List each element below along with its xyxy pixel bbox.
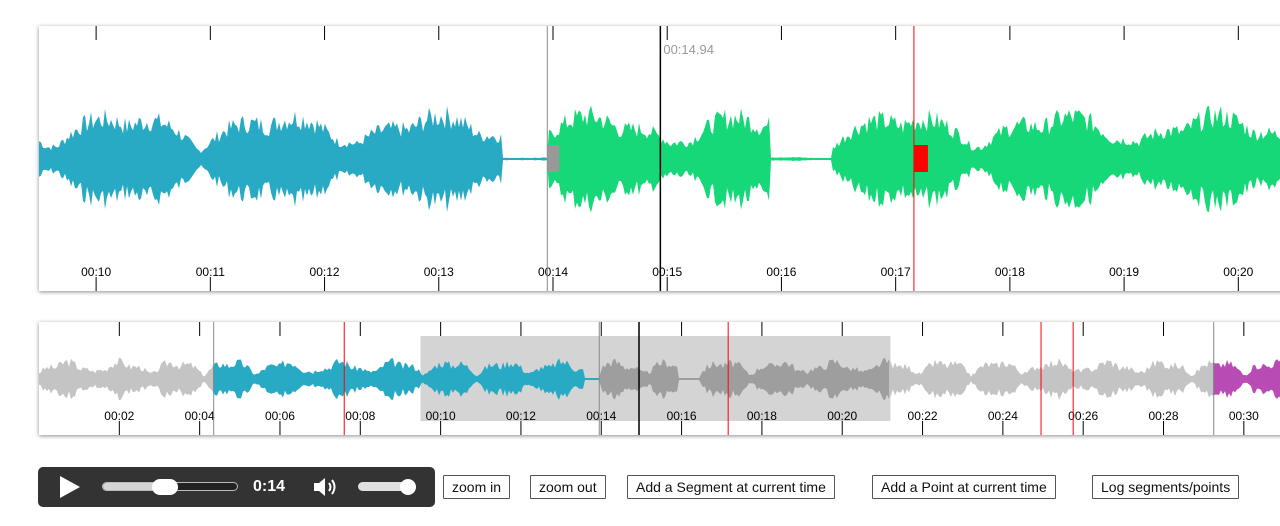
overview-tick-label: 00:10	[426, 409, 456, 423]
overview-waveform-section	[213, 358, 599, 400]
zoom-waveform-section	[39, 105, 547, 213]
volume-handle[interactable]	[400, 479, 417, 495]
add-point-button[interactable]: Add a Point at current time	[872, 475, 1056, 499]
current-time: 0:14	[253, 478, 286, 495]
add-segment-button[interactable]: Add a Segment at current time	[627, 475, 835, 499]
zoom-tick-label: 00:11	[196, 265, 225, 279]
zoom-in-button[interactable]: zoom in	[443, 475, 511, 499]
overview-tick-label: 00:02	[104, 409, 134, 423]
overview-tick-label: 00:16	[667, 409, 697, 423]
zoom-tick-label: 00:14	[538, 265, 568, 279]
zoom-out-button[interactable]: zoom out	[530, 475, 606, 499]
zoom-tick-label: 00:12	[310, 265, 340, 279]
seek-progress	[103, 483, 165, 490]
overview-canvas[interactable]: 00:02 00:04 00:06 00:08 00:10 00:12 00:14 00:16…	[39, 322, 1280, 435]
zoom-tick-label: 00:16	[766, 265, 796, 279]
overview-tick-label: 00:24	[988, 409, 1018, 423]
log-button[interactable]: Log segments/points	[1092, 475, 1240, 499]
zoom-tick-label: 00:17	[881, 265, 911, 279]
zoom-tick-label: 00:19	[1109, 265, 1139, 279]
overview-tick-label: 00:26	[1068, 409, 1098, 423]
audio-player: 0:14	[38, 467, 435, 507]
speaker-icon[interactable]	[312, 476, 342, 498]
overview-tick-label: 00:30	[1229, 409, 1259, 423]
overview-tick-label: 00:12	[506, 409, 536, 423]
play-button[interactable]	[58, 476, 82, 498]
zoom-tick-label: 00:20	[1223, 265, 1253, 279]
overview-tick-label: 00:20	[827, 409, 857, 423]
zoom-tick-label: 00:15	[652, 265, 682, 279]
overview-tick-label: 00:18	[747, 409, 777, 423]
overview-waveform-section	[599, 357, 889, 401]
playhead-time-label: 00:14.94	[663, 42, 714, 57]
overview-waveform-section	[889, 358, 1213, 400]
volume-slider[interactable]	[358, 482, 414, 491]
overview-tick-label: 00:14	[586, 409, 616, 423]
zoom-tick-label: 00:10	[81, 265, 111, 279]
point-marker-handle	[913, 145, 928, 172]
segment-boundary-handle	[547, 145, 560, 172]
overview-tick-label: 00:04	[185, 409, 215, 423]
overview-tick-label: 00:06	[265, 409, 295, 423]
zoom-tick-label: 00:18	[995, 265, 1025, 279]
overview-tick-label: 00:22	[908, 409, 938, 423]
overview-waveform-section	[1213, 359, 1280, 399]
overview-tick-label: 00:28	[1149, 409, 1179, 423]
zoomview-canvas[interactable]: 00:10 00:11 00:12 00:13 00:14 00:15 00:16 00:17…	[39, 26, 1280, 291]
overview-waveform[interactable]: 00:02 00:04 00:06 00:08 00:10 00:12 00:14 00:16…	[39, 322, 1280, 435]
zoom-tick-label: 00:13	[424, 265, 454, 279]
overview-tick-label: 00:08	[345, 409, 375, 423]
seek-handle[interactable]	[151, 479, 178, 495]
overview-waveform-section	[39, 357, 213, 401]
zoomview-waveform[interactable]: 00:10 00:11 00:12 00:13 00:14 00:15 00:16 00:17…	[39, 26, 1280, 291]
